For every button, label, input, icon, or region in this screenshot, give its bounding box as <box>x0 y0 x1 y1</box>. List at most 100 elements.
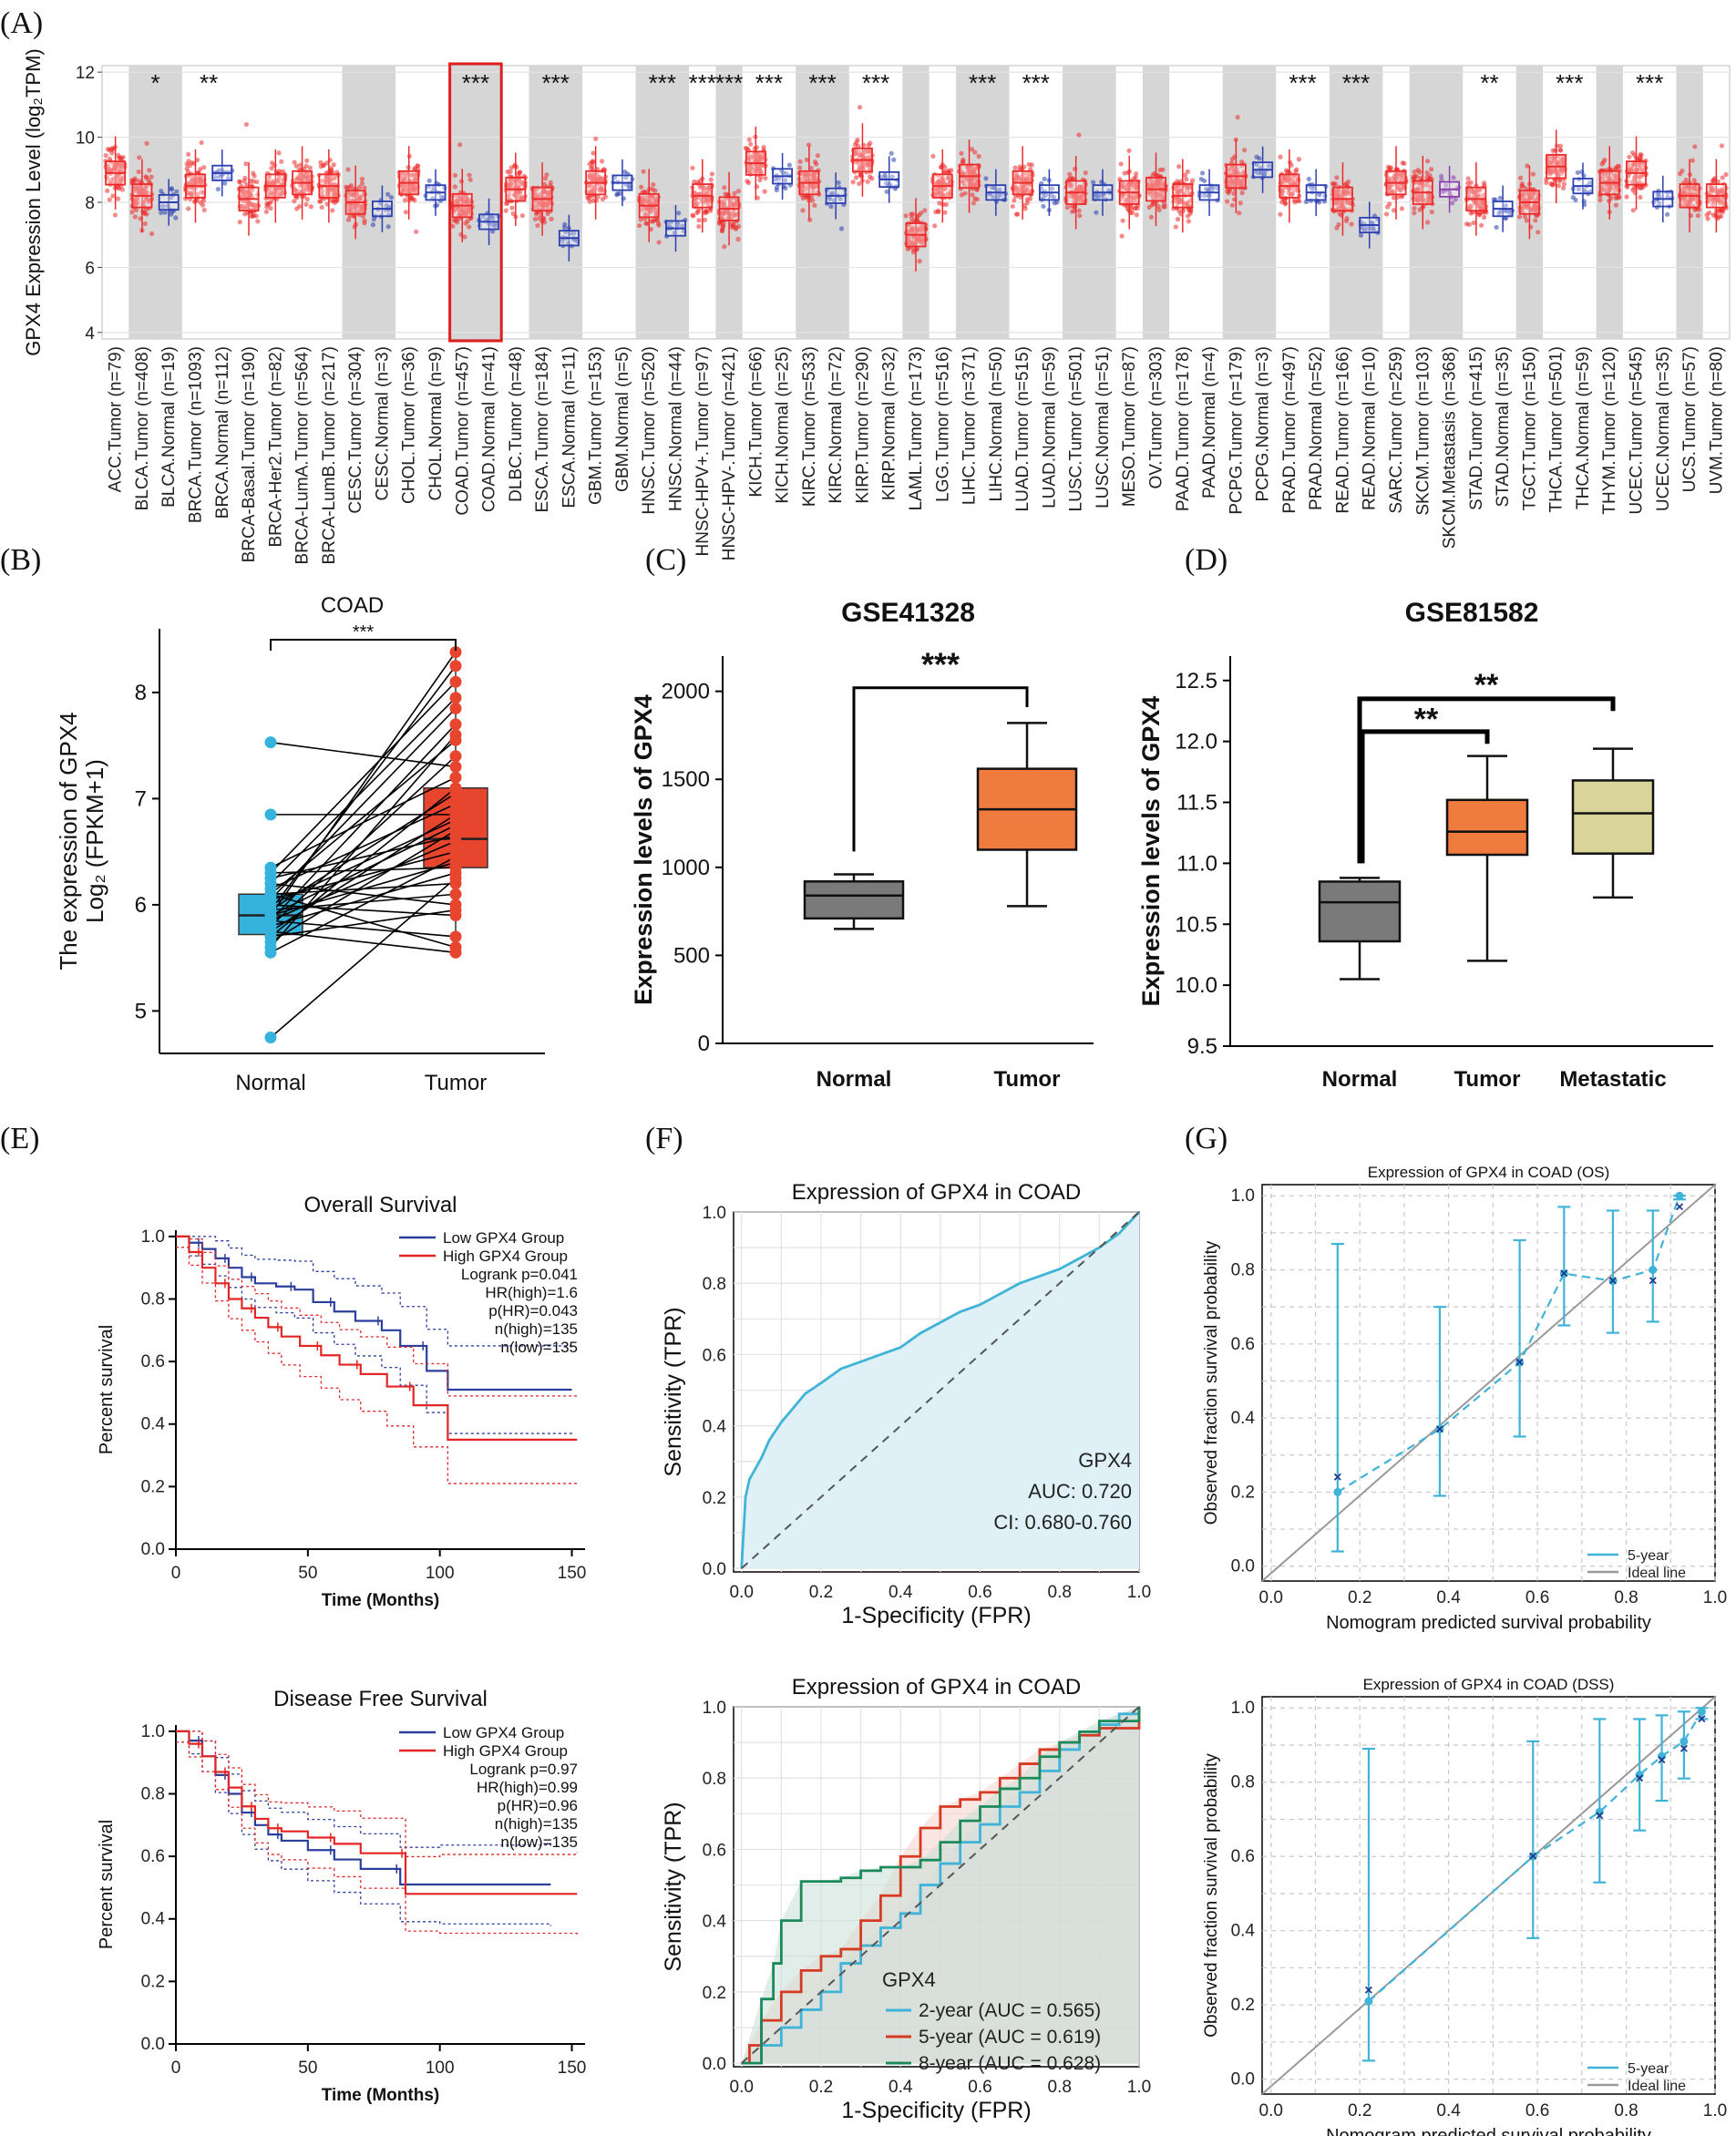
data-point <box>719 228 724 233</box>
tumor-point <box>449 909 462 922</box>
data-point <box>936 209 941 215</box>
legend-label: High GPX4 Group <box>443 1742 568 1760</box>
data-point <box>431 185 437 190</box>
data-point <box>1358 232 1364 238</box>
y-tick-label: 1000 <box>662 856 710 880</box>
x-tick-label: MESO.Tumor (n=87) <box>1120 346 1139 507</box>
chart-title: Expression of GPX4 in COAD (OS) <box>1368 1164 1609 1181</box>
y-tick-label: 9.5 <box>1187 1034 1217 1059</box>
data-point <box>149 231 155 237</box>
data-point <box>140 209 146 214</box>
data-point <box>293 206 300 211</box>
data-point <box>614 191 621 197</box>
data-point <box>1468 180 1474 186</box>
data-point <box>1690 158 1695 163</box>
x-tick-label: 1.0 <box>1703 1588 1727 1607</box>
data-point <box>1429 167 1434 172</box>
tumor-point <box>449 878 462 890</box>
significance-mark: *** <box>353 622 375 642</box>
data-point <box>1182 172 1188 178</box>
normal-point <box>264 878 277 890</box>
data-point <box>1296 157 1302 162</box>
x-tick-label: COAD.Normal (n=41) <box>480 346 499 512</box>
data-point <box>1229 202 1235 208</box>
y-tick-label: 0.8 <box>1231 1773 1255 1792</box>
panel-g-calibration-os: Expression of GPX4 in COAD (OS) 0.0 0.2 0.4… <box>1202 1164 1727 1633</box>
data-point <box>562 221 568 227</box>
x-tick-label: ESCA.Normal (n=11) <box>560 346 579 508</box>
x-tick-label: STAD.Tumor (n=415) <box>1467 346 1486 510</box>
data-point <box>1254 154 1259 159</box>
panel-e-disease-free-survival: Disease Free Survival 0 50 100 150 0.0 0.2 0.4 0… <box>97 1687 586 2105</box>
x-tick-label: CESC.Normal (n=3) <box>373 346 392 500</box>
data-point <box>1720 175 1725 180</box>
y-axis-label: Observed fraction survival probability <box>1202 1240 1221 1525</box>
data-point <box>735 236 741 242</box>
x-tick-label: BLCA.Normal (n=19) <box>159 346 179 508</box>
data-point <box>492 223 498 229</box>
data-point <box>264 204 270 210</box>
x-tick-label: LGG.Tumor (n=516) <box>933 346 952 502</box>
data-point <box>362 218 367 223</box>
data-point <box>1278 211 1283 217</box>
x-tick-label: 0.6 <box>1525 2101 1549 2121</box>
legend-label: Ideal line <box>1628 2079 1686 2094</box>
data-point <box>144 140 149 146</box>
data-point <box>828 204 834 210</box>
significance-mark: ** <box>1480 69 1498 97</box>
data-point <box>599 159 605 164</box>
data-point <box>1185 213 1191 219</box>
data-point <box>490 229 496 234</box>
data-point <box>1336 221 1341 227</box>
data-point <box>107 156 113 162</box>
x-tick-label: Tumor <box>994 1067 1061 1092</box>
data-point <box>656 222 662 228</box>
data-point <box>1235 115 1240 120</box>
data-point <box>452 172 458 179</box>
data-point <box>722 185 727 190</box>
data-point <box>402 198 408 203</box>
normal-point <box>264 925 277 938</box>
significance-mark: *** <box>921 645 960 683</box>
stats-label: p(HR)=0.96 <box>498 1797 578 1814</box>
data-point <box>1719 143 1725 149</box>
x-tick-label: 50 <box>298 2059 317 2078</box>
data-point <box>709 171 715 177</box>
box-body <box>1445 798 1529 857</box>
data-point <box>186 159 191 164</box>
data-point <box>1465 176 1471 181</box>
data-point <box>1557 179 1563 184</box>
data-point <box>269 166 274 171</box>
data-point <box>1638 156 1644 161</box>
y-tick-label: 5 <box>135 999 147 1023</box>
data-point <box>649 219 654 224</box>
y-tick-label: 1.0 <box>141 1722 165 1741</box>
data-point <box>1479 222 1484 228</box>
data-point <box>1716 214 1722 220</box>
chart-title: Overall Survival <box>303 1193 457 1217</box>
data-point <box>850 180 856 185</box>
data-point <box>1481 180 1487 186</box>
significance-mark: *** <box>1289 69 1316 97</box>
x-tick-label: HNSC-HPV+.Tumor (n=97) <box>693 346 713 557</box>
data-point <box>1134 212 1139 218</box>
data-point <box>412 165 418 171</box>
data-point <box>303 201 309 207</box>
data-point <box>1695 212 1700 219</box>
significance-mark: *** <box>755 69 783 97</box>
data-point <box>222 180 228 186</box>
data-point <box>324 160 330 166</box>
observed-mark: × <box>1435 1422 1443 1437</box>
data-point <box>1387 201 1392 207</box>
x-tick-label: 0 <box>171 1564 181 1583</box>
x-tick-label: LUSC.Tumor (n=501) <box>1067 346 1086 511</box>
y-tick-label: 10.0 <box>1175 973 1217 998</box>
y-axis-label: Expression levels of GPX4 <box>1137 696 1165 1007</box>
data-point <box>1417 207 1423 212</box>
data-point <box>721 223 726 230</box>
data-point <box>1184 177 1189 182</box>
normal-point <box>264 941 277 953</box>
y-tick-label: 12.0 <box>1175 730 1217 755</box>
normal-point <box>264 888 277 900</box>
data-point <box>134 196 140 201</box>
